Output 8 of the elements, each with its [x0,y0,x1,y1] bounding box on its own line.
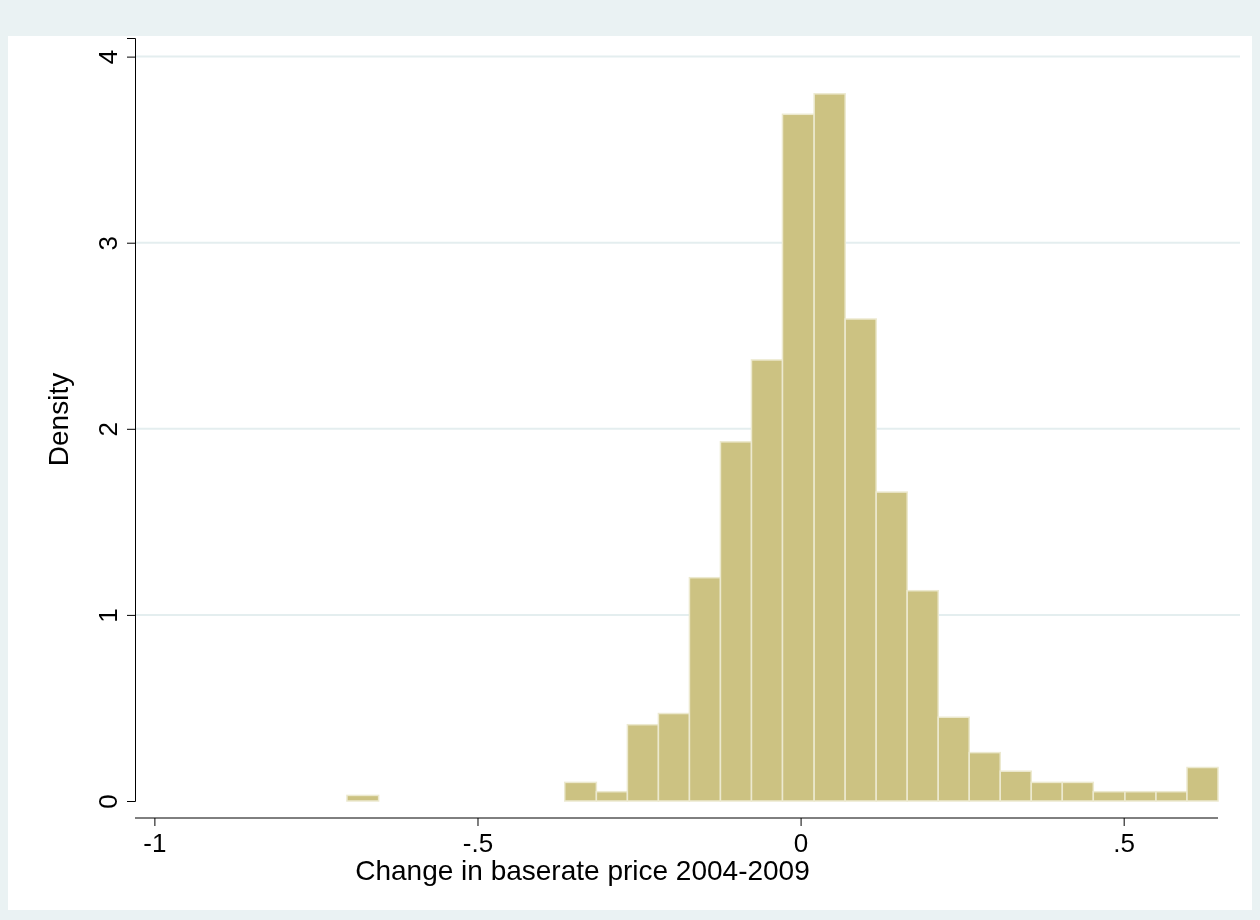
y-tick-label: 2 [93,422,123,437]
x-tick-label: .5 [1113,828,1136,859]
y-axis-title: Density [43,372,74,467]
y-tick-label: 0 [93,794,123,809]
y-tick-label: 3 [93,235,123,251]
y-tick-label: 1 [93,608,123,623]
x-tick-label: -1 [143,828,167,859]
y-tick-label: 4 [93,49,123,65]
